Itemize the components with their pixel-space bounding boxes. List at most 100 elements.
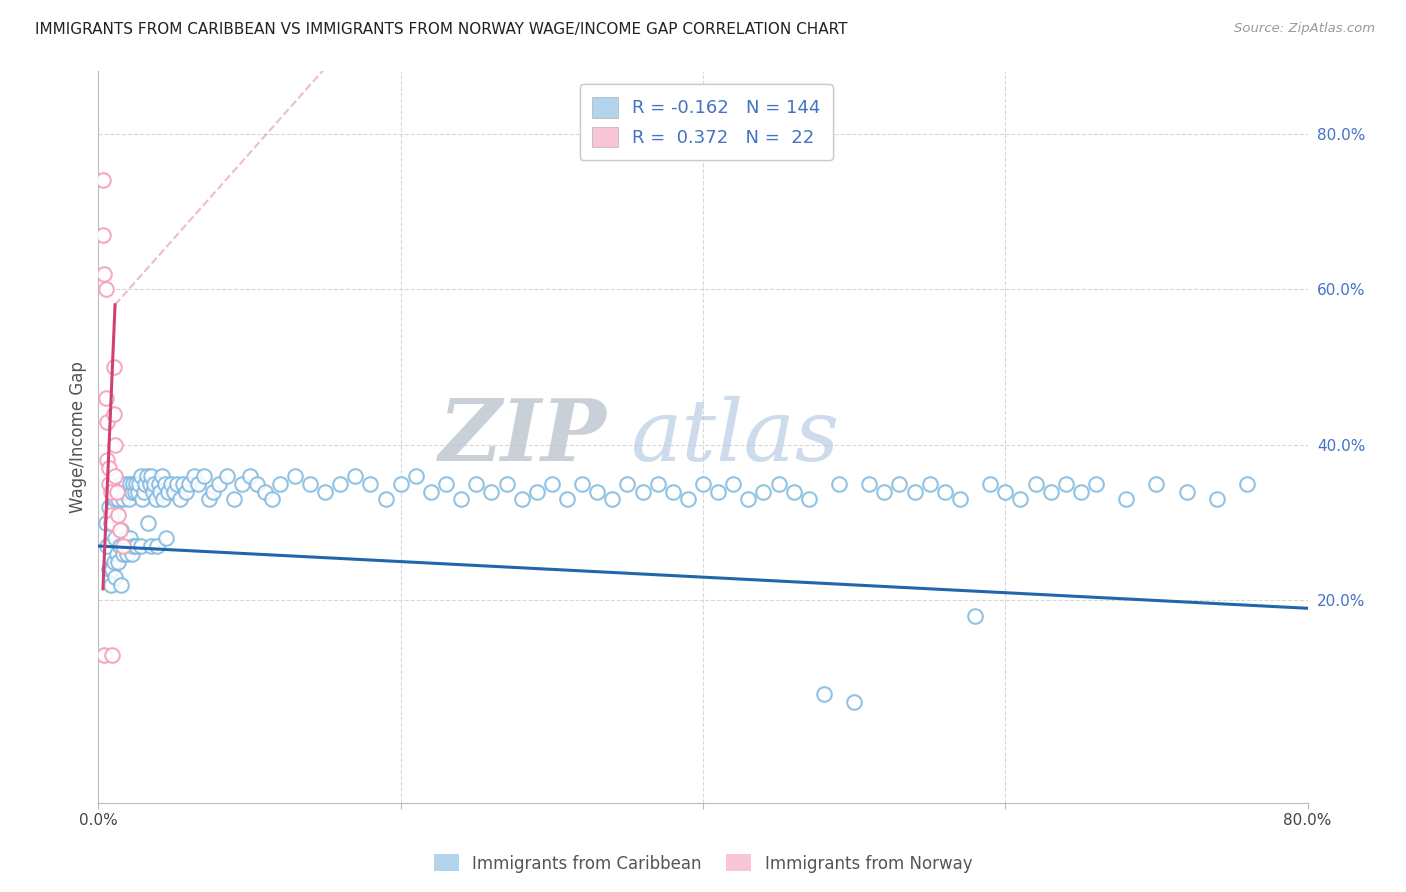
Point xyxy=(1115,492,1137,507)
Point xyxy=(187,476,209,491)
Point xyxy=(179,476,201,491)
Point xyxy=(197,492,219,507)
Point xyxy=(107,492,129,507)
Point xyxy=(156,484,179,499)
Point xyxy=(98,500,121,515)
Point xyxy=(108,524,131,538)
Point xyxy=(647,476,669,491)
Point xyxy=(1085,476,1108,491)
Point xyxy=(94,282,117,296)
Point xyxy=(994,484,1017,499)
Point xyxy=(129,539,152,553)
Text: ZIP: ZIP xyxy=(439,395,606,479)
Point xyxy=(91,227,114,242)
Point xyxy=(768,476,790,491)
Point xyxy=(465,476,488,491)
Point xyxy=(526,484,548,499)
Point xyxy=(253,484,276,499)
Point xyxy=(104,438,127,452)
Point xyxy=(135,469,157,483)
Point xyxy=(105,484,128,499)
Point xyxy=(405,469,427,483)
Point xyxy=(934,484,956,499)
Point xyxy=(143,476,166,491)
Point xyxy=(1175,484,1198,499)
Point xyxy=(112,484,135,499)
Point xyxy=(231,476,253,491)
Point xyxy=(844,695,866,709)
Point xyxy=(120,531,142,545)
Text: atlas: atlas xyxy=(630,396,839,478)
Point xyxy=(169,492,191,507)
Point xyxy=(555,492,578,507)
Point xyxy=(145,492,167,507)
Text: IMMIGRANTS FROM CARIBBEAN VS IMMIGRANTS FROM NORWAY WAGE/INCOME GAP CORRELATION : IMMIGRANTS FROM CARIBBEAN VS IMMIGRANTS … xyxy=(35,22,848,37)
Point xyxy=(1024,476,1046,491)
Point xyxy=(965,609,987,624)
Point xyxy=(284,469,307,483)
Point xyxy=(202,484,225,499)
Point xyxy=(586,484,609,499)
Point xyxy=(125,476,148,491)
Point xyxy=(450,492,472,507)
Point xyxy=(246,476,269,491)
Point xyxy=(104,570,127,584)
Point xyxy=(108,539,131,553)
Point xyxy=(224,492,246,507)
Point xyxy=(94,391,117,405)
Point xyxy=(828,476,851,491)
Point xyxy=(114,476,136,491)
Point xyxy=(146,539,169,553)
Point xyxy=(94,516,117,530)
Point xyxy=(540,476,562,491)
Point xyxy=(662,484,685,499)
Point xyxy=(1070,484,1092,499)
Point xyxy=(107,508,129,522)
Y-axis label: Wage/Income Gap: Wage/Income Gap xyxy=(69,361,87,513)
Point xyxy=(783,484,806,499)
Point xyxy=(153,476,176,491)
Point xyxy=(101,562,124,576)
Point xyxy=(124,484,146,499)
Point xyxy=(495,476,517,491)
Point xyxy=(131,492,153,507)
Point xyxy=(105,484,128,499)
Point xyxy=(752,484,775,499)
Point xyxy=(873,484,896,499)
Point xyxy=(949,492,972,507)
Point xyxy=(136,516,159,530)
Point xyxy=(122,539,145,553)
Point xyxy=(125,539,148,553)
Point xyxy=(262,492,284,507)
Point xyxy=(110,578,132,592)
Point xyxy=(129,469,152,483)
Legend: R = -0.162   N = 144, R =  0.372   N =  22: R = -0.162 N = 144, R = 0.372 N = 22 xyxy=(579,84,832,160)
Point xyxy=(98,562,121,576)
Point xyxy=(103,359,125,374)
Point xyxy=(142,484,165,499)
Point xyxy=(103,407,125,421)
Point xyxy=(107,555,129,569)
Point xyxy=(152,492,174,507)
Point xyxy=(602,492,624,507)
Point xyxy=(100,484,122,499)
Point xyxy=(98,476,121,491)
Point xyxy=(692,476,714,491)
Point xyxy=(96,453,118,467)
Point xyxy=(103,500,125,515)
Point xyxy=(374,492,396,507)
Point xyxy=(114,531,136,545)
Point xyxy=(120,476,142,491)
Text: Source: ZipAtlas.com: Source: ZipAtlas.com xyxy=(1234,22,1375,36)
Point xyxy=(434,476,457,491)
Point xyxy=(118,539,141,553)
Point xyxy=(510,492,533,507)
Point xyxy=(149,484,172,499)
Point xyxy=(163,484,186,499)
Point xyxy=(360,476,382,491)
Point xyxy=(150,469,173,483)
Point xyxy=(148,476,170,491)
Point xyxy=(100,516,122,530)
Point xyxy=(139,476,162,491)
Point xyxy=(215,469,238,483)
